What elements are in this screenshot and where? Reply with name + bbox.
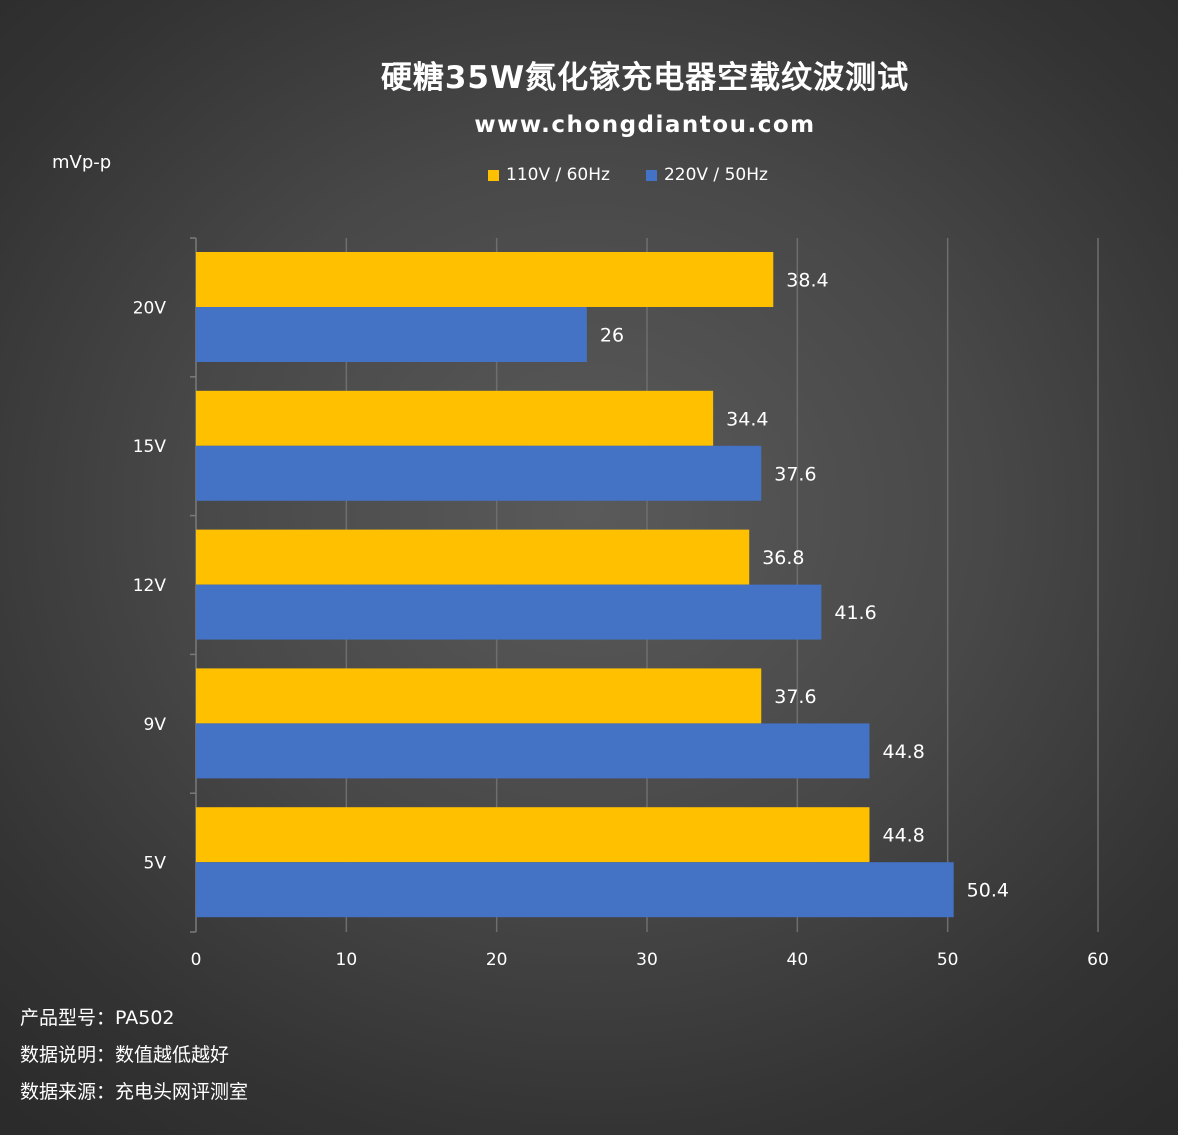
y-tick-label: 20V xyxy=(133,298,167,318)
bar-2 xyxy=(196,723,870,779)
x-tick-label: 20 xyxy=(486,950,508,970)
x-tick-label: 30 xyxy=(636,950,658,970)
x-tick-label: 40 xyxy=(787,950,809,970)
bar-2 xyxy=(196,307,587,362)
note-value: 数值越低越好 xyxy=(115,1044,230,1066)
x-tick-label: 10 xyxy=(336,950,358,970)
x-tick-label: 0 xyxy=(191,950,202,970)
data-label: 34.4 xyxy=(726,408,768,430)
bar-1 xyxy=(196,529,750,585)
legend-label-series-1: 110V / 60Hz xyxy=(506,165,610,185)
note-label: 产品型号： xyxy=(20,1007,116,1029)
legend-label-series-2: 220V / 50Hz xyxy=(663,165,768,185)
footnotes: 产品型号：PA502 数据说明：数值越低越好 数据来源：充电头网评测室 xyxy=(20,1000,248,1111)
data-label: 26 xyxy=(600,325,624,347)
bar-1 xyxy=(196,668,762,724)
legend-item-series-2: 220V / 50Hz xyxy=(645,165,768,185)
y-tick-label: 5V xyxy=(144,854,167,874)
x-tick-label: 60 xyxy=(1087,950,1109,970)
bar-1 xyxy=(196,390,714,446)
y-tick-label: 9V xyxy=(144,715,167,735)
chart-subtitle-website: www.chongdiantou.com xyxy=(474,112,816,138)
bars xyxy=(196,252,954,918)
bar-1 xyxy=(196,252,774,307)
note-label: 数据说明： xyxy=(20,1044,116,1066)
bar-2 xyxy=(196,584,822,640)
data-label: 37.6 xyxy=(774,686,816,708)
note-label: 数据来源： xyxy=(20,1081,116,1103)
note-value: PA502 xyxy=(115,1007,175,1029)
note-data-source: 数据来源：充电头网评测室 xyxy=(20,1074,248,1111)
legend-item-series-1: 110V / 60Hz xyxy=(488,165,610,185)
bar-2 xyxy=(196,862,954,918)
data-label: 50.4 xyxy=(967,880,1009,902)
chart-title: 硬糖35W氮化镓充电器空载纹波测试 xyxy=(380,60,910,96)
data-label: 37.6 xyxy=(774,463,816,485)
legend: 110V / 60Hz 220V / 50Hz xyxy=(488,165,804,185)
data-label: 41.6 xyxy=(834,602,876,624)
legend-swatch-series-2 xyxy=(645,169,657,181)
data-labels: 38.4 26 34.4 37.6 36.8 41.6 37.6 44.8 44.8 50.4 xyxy=(600,270,1009,902)
legend-swatch-series-1 xyxy=(488,169,499,181)
data-label: 38.4 xyxy=(786,270,828,292)
y-tick-label: 12V xyxy=(133,576,167,596)
data-label: 44.8 xyxy=(882,825,924,847)
y-tick-label: 15V xyxy=(133,437,167,457)
data-label: 36.8 xyxy=(762,547,804,569)
bar-1 xyxy=(196,807,870,863)
note-product-model: 产品型号：PA502 xyxy=(20,1000,248,1037)
y-axis-unit-label: mVp-p xyxy=(52,152,112,173)
data-label: 44.8 xyxy=(882,741,924,763)
bar-2 xyxy=(196,445,762,501)
note-data-description: 数据说明：数值越低越好 xyxy=(20,1037,248,1074)
note-value: 充电头网评测室 xyxy=(115,1081,249,1103)
x-tick-label: 50 xyxy=(937,950,959,970)
